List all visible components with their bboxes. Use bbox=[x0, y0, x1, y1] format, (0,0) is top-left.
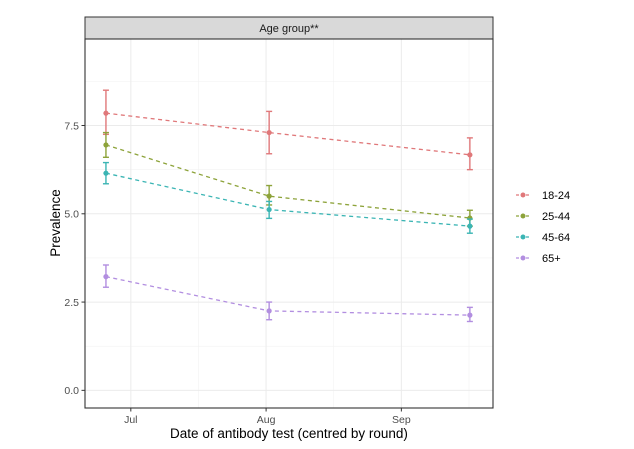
x-axis: Jul Aug Sep bbox=[124, 408, 411, 426]
series-layer bbox=[102, 89, 473, 323]
series-65+ bbox=[102, 264, 473, 323]
legend-item: 18-24 bbox=[516, 190, 570, 202]
facet-strip: Age group** bbox=[84, 16, 494, 40]
major-grid bbox=[85, 39, 493, 408]
y-axis-title: Prevalence bbox=[48, 189, 63, 257]
data-point bbox=[266, 206, 272, 213]
plot-panel-border bbox=[84, 38, 494, 409]
data-point bbox=[266, 308, 272, 314]
x-axis-title: Date of antibody test (centred by round) bbox=[170, 426, 408, 441]
legend-item: 45-64 bbox=[516, 232, 570, 244]
data-point bbox=[103, 142, 109, 148]
x-tick-label: Jul bbox=[124, 414, 137, 426]
legend-key-point bbox=[520, 192, 526, 198]
legend-label: 18-24 bbox=[542, 190, 570, 202]
y-tick-label: 2.5 bbox=[64, 297, 79, 309]
legend-item: 65+ bbox=[516, 253, 561, 265]
data-point bbox=[103, 170, 109, 176]
data-point bbox=[103, 110, 109, 116]
x-tick-label: Sep bbox=[392, 414, 411, 426]
series-line bbox=[105, 112, 470, 156]
data-point bbox=[266, 193, 272, 199]
legend-label: 25-44 bbox=[542, 211, 570, 223]
legend-label: 65+ bbox=[542, 253, 561, 265]
y-tick-label: 7.5 bbox=[64, 120, 79, 132]
data-point bbox=[467, 312, 473, 318]
minor-grid bbox=[85, 39, 493, 408]
data-point bbox=[467, 152, 473, 158]
data-point bbox=[467, 223, 473, 229]
legend-label: 45-64 bbox=[542, 232, 570, 244]
y-axis: 0.0 2.5 5.0 7.5 bbox=[64, 120, 85, 397]
x-tick-label: Aug bbox=[257, 414, 276, 426]
facet-strip-label: Age group** bbox=[259, 23, 319, 35]
legend-item: 25-44 bbox=[516, 211, 570, 223]
y-tick-label: 0.0 bbox=[64, 385, 79, 397]
legend: 18-24 25-44 45-64 65+ bbox=[516, 190, 570, 265]
legend-key-point bbox=[520, 255, 526, 261]
legend-key-point bbox=[520, 213, 526, 219]
data-point bbox=[266, 129, 272, 136]
legend-key-point bbox=[520, 234, 526, 240]
series-45-64 bbox=[102, 161, 473, 234]
y-tick-label: 5.0 bbox=[64, 209, 79, 221]
data-point bbox=[103, 274, 109, 280]
